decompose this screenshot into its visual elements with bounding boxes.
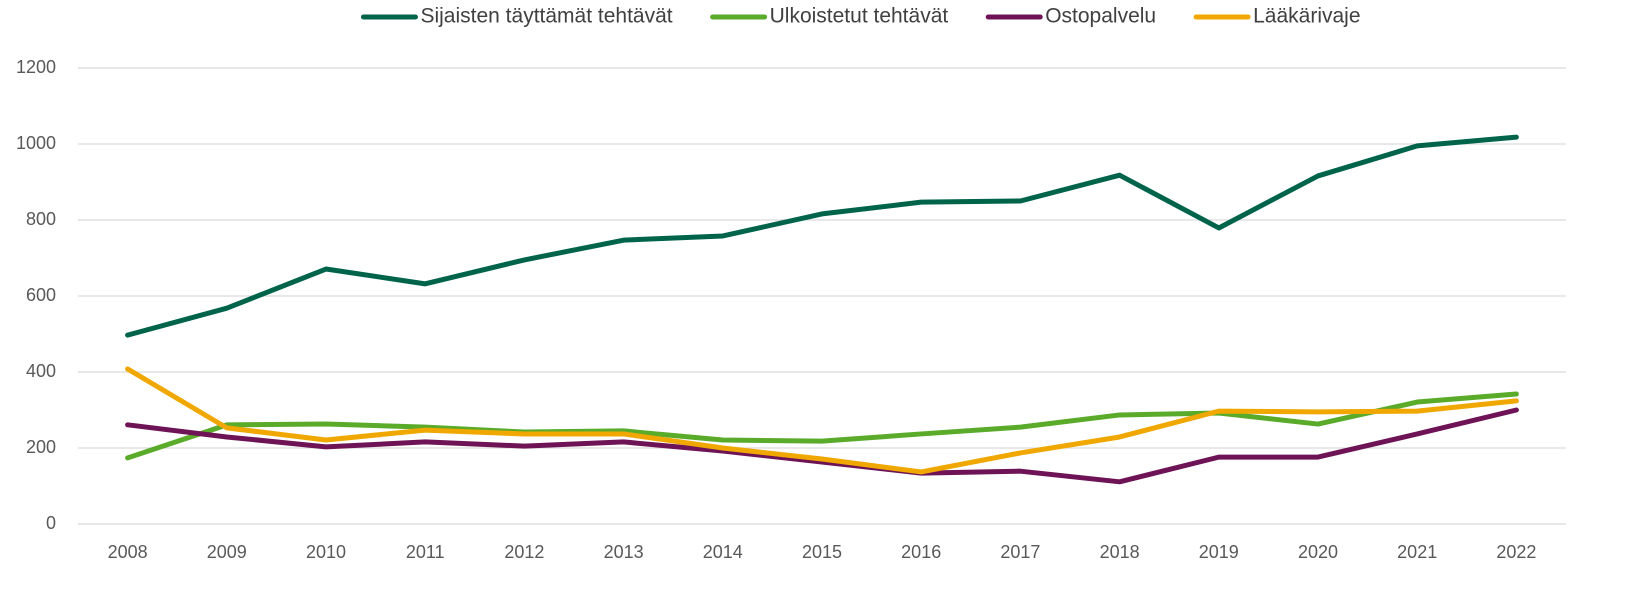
x-tick-label: 2022: [1496, 542, 1536, 562]
x-tick-label: 2018: [1100, 542, 1140, 562]
legend-label: Ostopalvelu: [1045, 5, 1156, 28]
legend-label: Sijaisten täyttämät tehtävät: [420, 5, 672, 28]
y-tick-label: 1200: [16, 57, 56, 77]
x-tick-label: 2014: [703, 542, 743, 562]
line-series: [125, 407, 1519, 485]
x-tick-label: 2012: [504, 542, 544, 562]
x-tick-label: 2009: [207, 542, 247, 562]
y-tick-label: 0: [46, 513, 56, 533]
x-tick-label: 2008: [108, 542, 148, 562]
x-tick-label: 2019: [1199, 542, 1239, 562]
y-tick-label: 600: [26, 285, 56, 305]
line-series: [125, 366, 1519, 475]
x-tick-label: 2020: [1298, 542, 1338, 562]
legend-label: Ulkoistetut tehtävät: [770, 5, 949, 28]
y-tick-label: 400: [26, 361, 56, 381]
legend-label: Lääkärivaje: [1253, 5, 1360, 28]
x-tick-label: 2017: [1000, 542, 1040, 562]
x-tick-label: 2016: [901, 542, 941, 562]
x-tick-label: 2011: [406, 542, 445, 562]
y-tick-label: 200: [26, 437, 56, 457]
y-tick-label: 1000: [16, 133, 56, 153]
line-series: [125, 391, 1519, 461]
y-tick-label: 800: [26, 209, 56, 229]
line-series: [125, 134, 1519, 338]
x-tick-label: 2021: [1397, 542, 1437, 562]
x-tick-label: 2013: [604, 542, 644, 562]
x-tick-label: 2010: [306, 542, 346, 562]
x-tick-label: 2015: [802, 542, 842, 562]
